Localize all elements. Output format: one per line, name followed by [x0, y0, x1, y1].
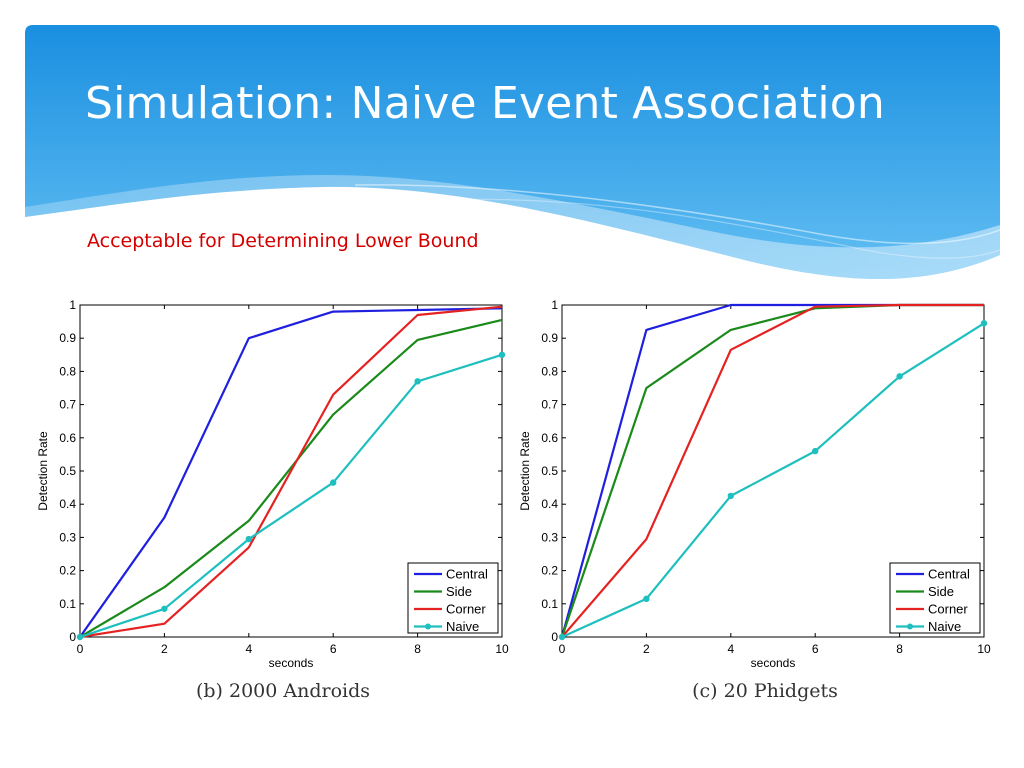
y-tick-label: 1	[69, 298, 76, 312]
y-tick-label: 0.7	[59, 398, 76, 412]
y-tick-label: 0.8	[541, 364, 558, 378]
y-tick-label: 1	[551, 298, 558, 312]
series-line-side	[79, 318, 503, 638]
slide-header	[25, 25, 1000, 295]
x-axis-label: seconds	[269, 656, 314, 670]
data-point-naive	[727, 492, 734, 500]
chart-phidgets: 0 0.1 0.2 0.3 0.4 0.5 0.6 0.7 0.8 0.9 1 0 2 4 6 8 10 seco…	[502, 290, 1002, 710]
x-tick-label: 6	[330, 642, 337, 656]
y-tick-label: 0.7	[541, 398, 558, 412]
chart-caption: (b) 2000 Androids	[196, 680, 370, 702]
legend-marker	[425, 623, 431, 630]
x-axis-label: seconds	[751, 656, 796, 670]
data-point-naive	[643, 595, 650, 603]
y-tick-label: 0	[551, 630, 558, 644]
y-axis-label: Detection Rate	[518, 431, 532, 511]
y-tick-label: 0.6	[541, 431, 558, 445]
series-line-naive	[79, 353, 503, 639]
legend-label: Side	[446, 584, 472, 599]
data-point-naive	[558, 633, 566, 641]
y-tick-label: 0.6	[59, 431, 76, 445]
legend-label: Corner	[446, 602, 486, 617]
y-tick-label: 0.3	[59, 530, 76, 544]
series-line-corner	[561, 303, 984, 638]
legend-label: Naive	[928, 619, 961, 634]
x-tick-label: 10	[977, 642, 991, 656]
y-tick-label: 0.5	[541, 464, 558, 478]
legend-label: Naive	[446, 619, 479, 634]
y-tick-label: 0	[69, 630, 76, 644]
y-tick-label: 0.9	[59, 331, 76, 345]
y-tick-label: 0.1	[59, 597, 76, 611]
data-point-naive	[76, 633, 84, 641]
header-wave-background	[25, 25, 1000, 279]
data-point-naive	[161, 605, 168, 612]
y-axis-label: Detection Rate	[36, 431, 50, 511]
legend-label: Corner	[928, 602, 968, 617]
data-point-naive	[980, 320, 988, 327]
x-tick-label: 4	[727, 642, 734, 656]
y-tick-label: 0.9	[541, 331, 558, 345]
legend-label: Side	[928, 584, 954, 599]
data-point-naive	[414, 378, 421, 385]
data-point-naive	[330, 479, 337, 486]
y-tick-label: 0.2	[59, 564, 76, 578]
y-tick-label: 0.8	[59, 364, 76, 378]
x-tick-label: 2	[643, 642, 650, 656]
chart-caption: (c) 20 Phidgets	[692, 680, 838, 702]
legend-marker	[907, 623, 913, 630]
legend-label: Central	[928, 567, 970, 582]
x-tick-label: 2	[161, 642, 168, 656]
slide-title: Simulation: Naive Event Association	[85, 78, 885, 129]
slide-subtitle: Acceptable for Determining Lower Bound	[87, 230, 479, 252]
series-line-naive	[561, 322, 985, 639]
y-tick-label: 0.1	[541, 597, 558, 611]
data-point-naive	[498, 351, 506, 358]
x-tick-label: 10	[495, 642, 509, 656]
chart-androids: 0 0.1 0.2 0.3 0.4 0.5 0.6 0.7 0.8 0.9 1 0 2 4 6 8 10 seco…	[20, 290, 520, 710]
series-line-corner	[79, 305, 503, 639]
y-tick-label: 0.5	[59, 464, 76, 478]
chart-androids-svg: 00.10.20.30.40.50.60.70.80.910 2 4 6 8 10seco…	[36, 298, 509, 702]
data-point-naive	[812, 447, 819, 455]
x-tick-label: 8	[896, 642, 903, 656]
legend-label: Central	[446, 567, 488, 582]
y-tick-label: 0.4	[59, 497, 76, 511]
y-tick-label: 0.2	[541, 564, 558, 578]
series-line-central	[79, 307, 503, 638]
chart-phidgets-svg: 00.10.20.30.40.50.60.70.80.910 2 4 6 8 10seco…	[518, 298, 991, 702]
x-tick-label: 8	[414, 642, 421, 656]
y-tick-label: 0.3	[541, 530, 558, 544]
x-tick-label: 6	[812, 642, 819, 656]
x-tick-label: 0	[77, 642, 84, 656]
x-tick-label: 4	[245, 642, 252, 656]
data-point-naive	[896, 373, 903, 380]
y-tick-label: 0.4	[541, 497, 558, 511]
x-tick-label: 0	[559, 642, 566, 656]
data-point-naive	[245, 535, 252, 543]
